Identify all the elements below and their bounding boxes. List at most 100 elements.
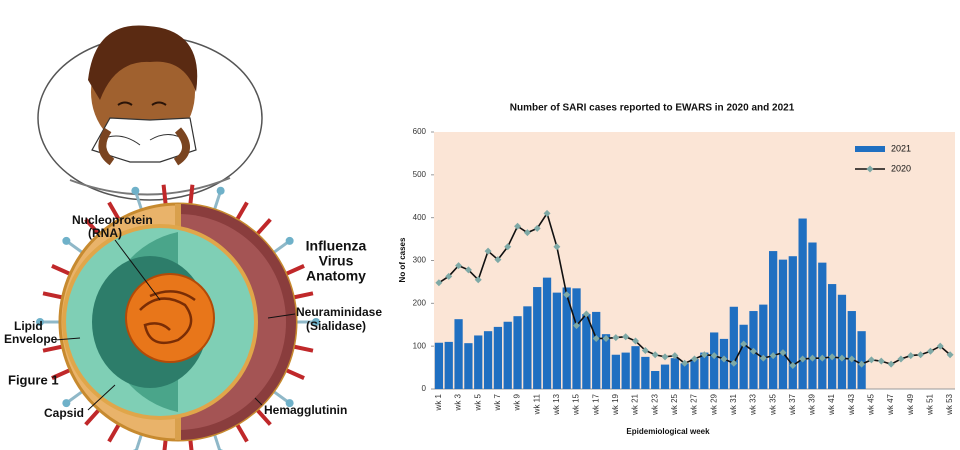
bar [670,358,679,389]
y-tick-label: 0 [422,384,427,393]
y-tick-label: 200 [413,298,427,307]
marker [926,347,934,355]
x-tick-label: wk 5 [473,393,482,411]
marker [533,224,541,232]
marker [877,357,885,365]
bar [651,371,660,389]
spike [254,406,272,426]
spike [291,344,314,353]
figure-title: Influenza [306,238,367,254]
bar [788,256,797,389]
label: Neuraminidase [296,305,382,319]
spike [107,201,122,223]
spike-head [62,399,71,408]
marker [867,356,875,364]
marker [946,351,954,359]
x-tick-label: wk 39 [808,393,817,415]
marker [445,272,453,280]
bar [493,326,503,389]
marker [907,352,915,360]
bar [464,343,473,389]
bar [474,335,483,389]
x-tick-label: wk 9 [513,393,522,411]
spike [234,201,249,223]
marker [740,340,748,348]
bar [808,242,817,389]
bar [739,324,748,389]
x-tick-label: wk 47 [886,393,895,415]
y-tick-label: 300 [413,256,427,265]
bar [611,354,620,389]
plot-area [434,132,955,389]
x-tick-label: wk 15 [572,393,581,415]
marker [671,352,679,360]
spike [283,264,305,277]
spike [107,421,122,443]
x-tick-label: wk 3 [454,393,463,411]
marker [651,351,659,359]
label: (Sialidase) [306,319,366,333]
x-tick-label: wk 43 [847,393,856,415]
marker [582,310,590,318]
marker [504,243,512,251]
marker [641,346,649,354]
marker [897,355,905,363]
x-tick-label: wk 41 [827,393,836,415]
x-tick-label: wk 13 [552,393,561,415]
bar [798,218,807,389]
y-tick-label: 500 [413,170,427,179]
marker [455,262,463,270]
spike-head [36,318,44,326]
virus-spikes [36,184,320,450]
figure-title: Anatomy [306,268,366,284]
marker [494,256,502,264]
marker [828,353,836,361]
marker [917,351,925,359]
bar [562,287,571,389]
marker [474,276,482,284]
spike [42,291,65,300]
bar [631,346,640,389]
bar [572,288,581,389]
marker [661,353,669,361]
marker [700,351,708,359]
y-tick-label: 600 [413,127,427,136]
marker [710,352,718,360]
spike [283,367,305,380]
spike-head [62,236,71,245]
marker [799,355,807,363]
marker [464,266,472,274]
bar [759,304,768,389]
x-tick-label: wk 23 [650,393,659,415]
bar [719,338,729,389]
marker [691,355,698,363]
label: Hemagglutinin [264,403,347,417]
x-tick-label: wk 35 [768,393,777,415]
spike [51,367,73,380]
figure-title: Virus [319,253,354,269]
marker [514,222,522,230]
legend-marker [866,165,874,173]
bar [454,319,463,389]
marker [602,334,610,342]
marker [632,337,640,345]
spike [188,184,195,207]
x-tick-label: wk 45 [867,393,876,415]
marker [838,354,846,362]
spike-head [285,399,294,408]
bar [444,341,453,389]
marker [720,355,728,363]
x-axis-label: Epidemiological week [626,427,710,436]
spike [42,344,65,353]
marker [858,360,866,368]
spike [234,421,249,443]
legend-swatch [855,146,885,152]
bar [710,332,719,389]
legend-label: 2020 [891,163,911,173]
x-tick-label: wk 33 [749,393,758,415]
bar [503,321,512,389]
x-tick-label: wk 19 [611,393,620,415]
bar [523,306,532,389]
marker [592,334,600,342]
bar [434,342,444,389]
